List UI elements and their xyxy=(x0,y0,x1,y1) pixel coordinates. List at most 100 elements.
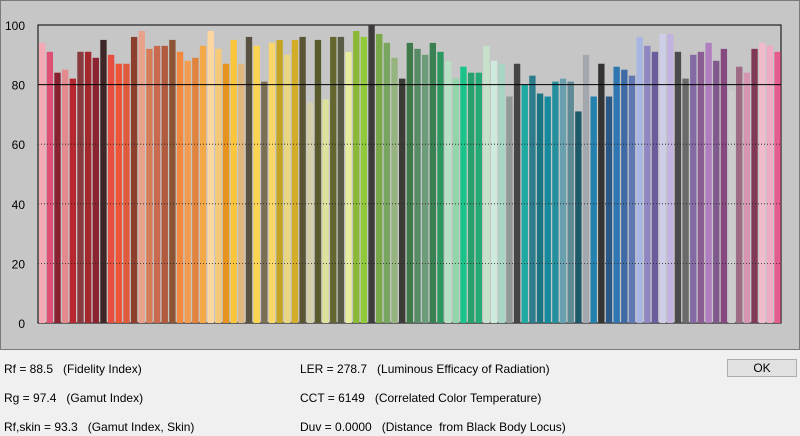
bar-70 xyxy=(567,81,574,324)
bar-96 xyxy=(766,45,774,324)
bar-43 xyxy=(360,36,368,324)
bar-4 xyxy=(61,69,69,323)
bar-2 xyxy=(46,51,54,323)
bar-47 xyxy=(391,57,398,323)
bar-81 xyxy=(651,51,659,323)
bar-22 xyxy=(199,45,207,324)
ler-text: LER = 278.7 (Luminous Efficacy of Radiat… xyxy=(300,362,550,376)
bar-48 xyxy=(399,78,406,323)
bar-9 xyxy=(100,39,107,324)
bar-52 xyxy=(429,42,437,323)
bar-39 xyxy=(330,36,337,324)
bar-36 xyxy=(307,102,314,323)
bar-28 xyxy=(245,36,253,324)
bar-53 xyxy=(437,51,444,323)
ok-button[interactable]: OK xyxy=(727,359,797,377)
bar-61 xyxy=(498,63,505,324)
bar-86 xyxy=(690,54,697,324)
bar-63 xyxy=(513,63,521,324)
bar-93 xyxy=(743,72,751,324)
bar-76 xyxy=(613,66,620,323)
bar-23 xyxy=(207,30,214,324)
bar-8 xyxy=(92,57,99,323)
bar-62 xyxy=(506,96,513,324)
bar-59 xyxy=(483,45,490,324)
bar-97 xyxy=(774,51,781,323)
chart-panel: 0 20 40 60 80 100 xyxy=(0,0,800,350)
bar-51 xyxy=(421,54,429,324)
duv-text: Duv = 0.0000 (Distance from Black Body L… xyxy=(300,420,566,434)
bar-58 xyxy=(475,72,482,324)
bar-15 xyxy=(146,48,153,324)
bar-10 xyxy=(107,54,115,324)
bar-6 xyxy=(77,51,84,323)
bar-69 xyxy=(559,78,567,323)
bar-74 xyxy=(598,63,605,324)
bar-56 xyxy=(460,66,467,323)
bar-38 xyxy=(322,99,329,323)
bar-82 xyxy=(659,33,666,323)
y-tick-label-20: 20 xyxy=(12,257,26,271)
bar-60 xyxy=(490,60,498,323)
rf-skin-index-text: Rf,skin = 93.3 (Gamut Index, Skin) xyxy=(4,420,195,434)
bar-65 xyxy=(529,75,536,323)
bar-30 xyxy=(261,81,268,324)
bar-42 xyxy=(353,30,360,324)
bar-27 xyxy=(238,63,245,324)
bar-5 xyxy=(69,78,76,323)
bar-46 xyxy=(383,42,391,323)
bar-24 xyxy=(215,48,222,324)
bar-55 xyxy=(452,78,459,323)
bar-14 xyxy=(138,30,145,324)
bar-66 xyxy=(536,93,544,323)
bar-88 xyxy=(705,42,712,323)
bar-13 xyxy=(130,36,138,324)
bar-35 xyxy=(299,36,306,324)
bar-71 xyxy=(575,111,582,323)
bar-85 xyxy=(682,78,689,323)
bar-77 xyxy=(621,69,628,323)
bar-19 xyxy=(176,51,184,323)
rg-gamut-index-text: Rg = 97.4 (Gamut Index) xyxy=(4,391,144,405)
bar-49 xyxy=(406,42,414,323)
bar-41 xyxy=(345,51,352,323)
y-tick-label-100: 100 xyxy=(5,19,25,33)
tm30-bar-chart: 0 20 40 60 80 100 xyxy=(5,19,782,331)
bar-26 xyxy=(230,39,237,324)
bar-37 xyxy=(314,39,322,324)
bar-31 xyxy=(268,42,276,323)
bar-79 xyxy=(636,36,643,324)
bar-54 xyxy=(444,60,452,323)
bar-78 xyxy=(628,75,636,323)
bar-45 xyxy=(376,33,383,323)
bar-29 xyxy=(253,45,260,324)
bar-83 xyxy=(667,33,674,323)
bar-40 xyxy=(337,36,345,324)
bar-11 xyxy=(115,63,122,324)
y-tick-label-80: 80 xyxy=(12,79,26,93)
cct-text: CCT = 6149 (Correlated Color Temperature… xyxy=(300,391,542,405)
bar-67 xyxy=(544,96,551,324)
bar-90 xyxy=(720,48,728,324)
bar-17 xyxy=(161,45,168,324)
bar-1 xyxy=(39,42,46,323)
bar-94 xyxy=(751,48,758,324)
bar-32 xyxy=(276,39,283,324)
bar-50 xyxy=(414,48,421,324)
bar-33 xyxy=(284,54,291,324)
bar-12 xyxy=(123,63,130,324)
bar-89 xyxy=(713,60,720,323)
bar-16 xyxy=(153,45,161,324)
bar-68 xyxy=(552,81,559,324)
y-tick-label-0: 0 xyxy=(18,317,25,331)
bar-7 xyxy=(84,51,92,323)
bar-44 xyxy=(368,25,375,323)
bar-87 xyxy=(697,51,705,323)
y-tick-label-40: 40 xyxy=(12,198,26,212)
rf-fidelity-index-text: Rf = 88.5 (Fidelity Index) xyxy=(4,362,142,376)
bar-73 xyxy=(590,96,597,324)
bar-3 xyxy=(54,72,61,324)
bar-20 xyxy=(184,60,191,323)
bar-72 xyxy=(582,54,590,324)
bar-21 xyxy=(192,57,199,323)
